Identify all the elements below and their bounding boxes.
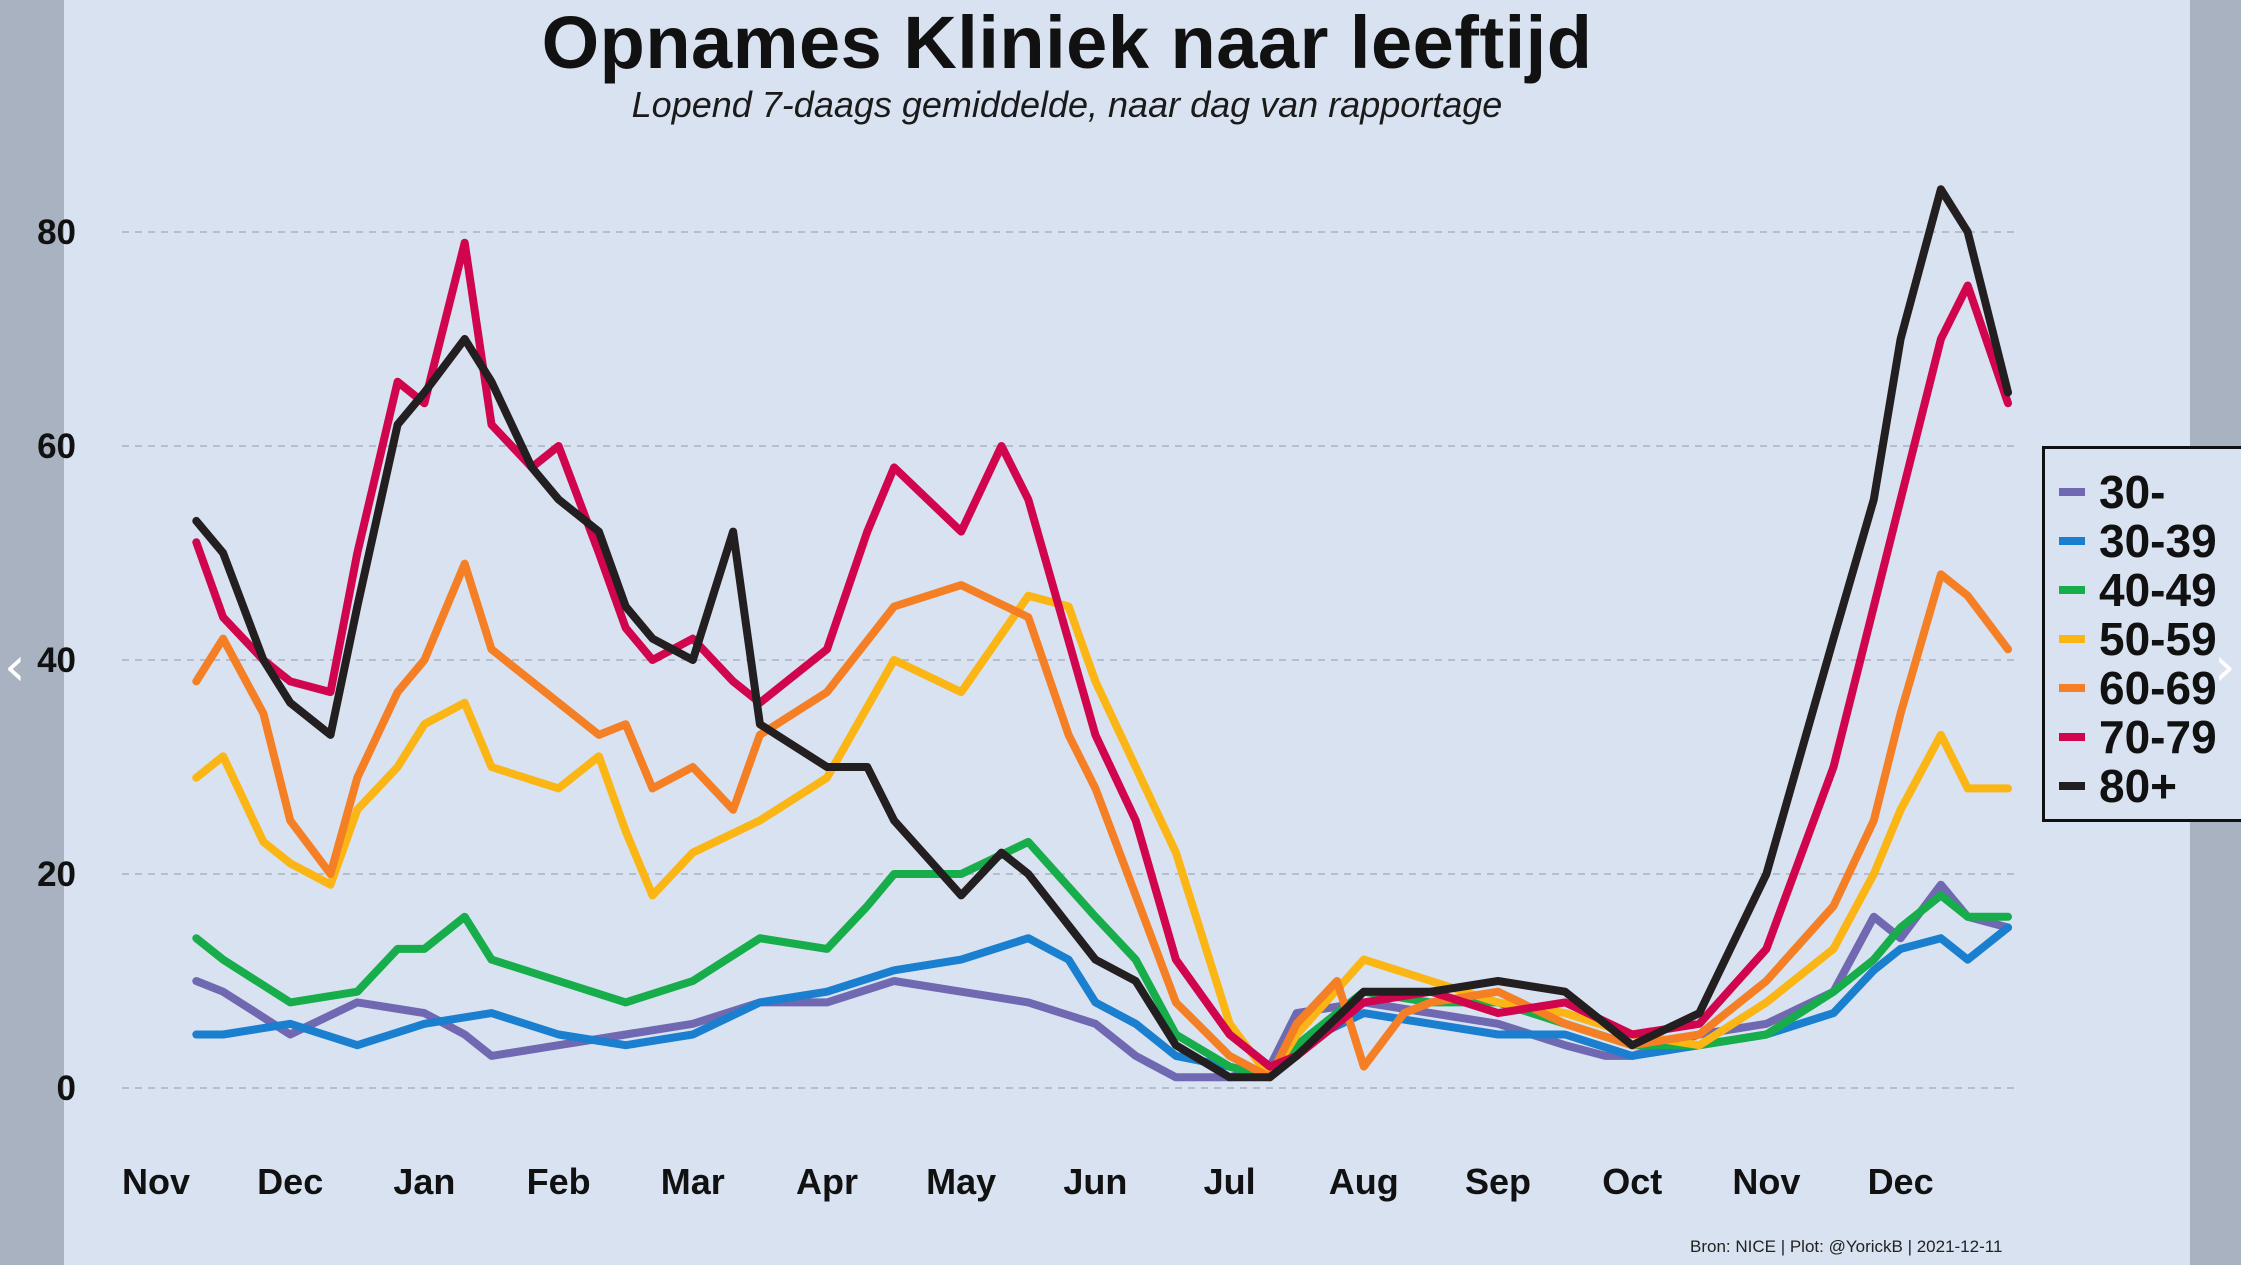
legend-label: 80+ [2099,759,2178,812]
legend-label: 50-59 [2099,612,2217,665]
legend-swatch [2059,683,2085,692]
legend-item: 40-49 [2059,563,2241,616]
series-line-60-69 [192,559,2012,1082]
legend-swatch [2059,585,2085,594]
chevron-left-icon[interactable]: ‹ [4,635,26,698]
legend-swatch [2059,781,2085,790]
legend-item: 60-69 [2059,661,2241,714]
series-line-30- [192,880,2012,1082]
series-line-50-59 [192,591,2012,1082]
x-tick-label: Sep [1465,1161,1531,1202]
legend-label: 30-39 [2099,514,2217,567]
legend-label: 40-49 [2099,563,2217,616]
legend-item: 30- [2059,465,2241,518]
series-line-30-39 [192,923,2012,1082]
series-lines [192,185,2012,1082]
chart-title: Opnames Kliniek naar leeftijd [541,1,1593,84]
x-tick-label: Apr [796,1161,858,1202]
x-tick-label: May [926,1161,996,1202]
x-tick-label: Jan [393,1161,455,1202]
x-tick-label: Jun [1063,1161,1127,1202]
legend-swatch [2059,732,2085,741]
x-tick-label: Nov [122,1161,190,1202]
legend-swatch [2059,536,2085,545]
legend: 30- 30-39 40-49 50-59 60-69 70-79 80+ [2042,446,2241,822]
x-tick-label: Oct [1602,1161,1662,1202]
y-axis-ticks: 0 20 40 60 80 [37,213,76,1108]
source-note: Bron: NICE | Plot: @YorickB | 2021-12-11 [1690,1237,2003,1256]
series-line-70-79 [192,238,2012,1071]
x-tick-label: Dec [1868,1161,1934,1202]
legend-item: 80+ [2059,759,2241,812]
chart-subtitle: Lopend 7-daags gemiddelde, naar dag van … [631,84,1503,125]
y-tick-label: 80 [37,213,76,252]
grid-lines [122,231,2018,1089]
chevron-right-icon[interactable]: › [2214,635,2236,698]
y-tick-label: 40 [37,641,76,680]
x-tick-label: Dec [257,1161,323,1202]
series-line-40-49 [192,837,2012,1082]
series-line-80+ [192,185,2012,1082]
y-tick-label: 20 [37,855,76,894]
x-tick-label: Jul [1204,1161,1256,1202]
legend-item: 30-39 [2059,514,2241,567]
x-axis-ticks: Nov Dec Jan Feb Mar Apr May Jun Jul Aug Sep Oct Nov D… [122,1161,1934,1202]
legend-label: 30- [2099,465,2166,518]
legend-label: 60-69 [2099,661,2217,714]
legend-swatch [2059,487,2085,496]
legend-item: 50-59 [2059,612,2241,665]
legend-swatch [2059,634,2085,643]
legend-item: 70-79 [2059,710,2241,763]
x-tick-label: Feb [527,1161,591,1202]
y-tick-label: 0 [57,1069,76,1108]
x-tick-label: Nov [1732,1161,1800,1202]
x-tick-label: Mar [661,1161,725,1202]
legend-label: 70-79 [2099,710,2217,763]
x-tick-label: Aug [1329,1161,1399,1202]
y-tick-label: 60 [37,427,76,466]
